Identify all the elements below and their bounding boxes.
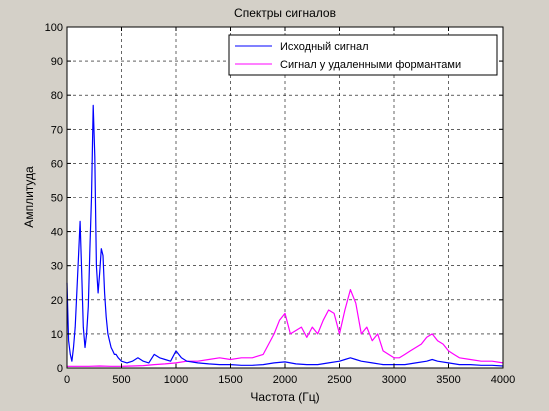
x-axis-label: Частота (Гц) [250,390,319,404]
x-tick-label: 0 [64,374,70,386]
y-tick-label: 100 [45,22,63,34]
legend-label-series-2: Сигнал у удаленными формантами [280,59,461,71]
x-tick-label: 2000 [273,374,297,386]
series-line-1 [66,104,504,367]
y-tick-label: 50 [51,193,63,205]
y-tick-label: 90 [51,56,63,68]
series-layer [66,104,504,367]
legend-label-series-1: Исходный сигнал [280,41,369,53]
y-tick-label: 40 [51,227,63,239]
y-tick-label: 20 [51,295,63,307]
y-tick-label: 10 [51,329,63,341]
y-tick-labels: 0 10 20 30 40 50 60 70 80 90 100 [45,22,63,375]
x-tick-label: 2500 [327,374,351,386]
x-tick-label: 3000 [382,374,406,386]
y-tick-label: 60 [51,158,63,170]
y-tick-label: 80 [51,90,63,102]
x-tick-label: 500 [112,374,130,386]
chart-title: Спектры сигналов [234,6,336,20]
x-tick-label: 3500 [436,374,460,386]
series-line-2 [67,289,504,367]
x-tick-label: 1500 [218,374,242,386]
x-tick-label: 1000 [164,374,188,386]
grid [67,27,503,368]
legend-box [228,34,498,76]
y-tick-label: 0 [57,363,63,375]
x-tick-label: 4000 [491,374,515,386]
y-tick-label: 30 [51,261,63,273]
legend: Исходный сигнал Сигнал у удаленными форм… [228,34,498,76]
x-tick-labels: 0 500 1000 1500 2000 2500 3000 3500 4000 [64,374,515,386]
y-axis-label: Амплитуда [22,166,36,228]
ticks [66,26,504,369]
y-tick-label: 70 [51,124,63,136]
